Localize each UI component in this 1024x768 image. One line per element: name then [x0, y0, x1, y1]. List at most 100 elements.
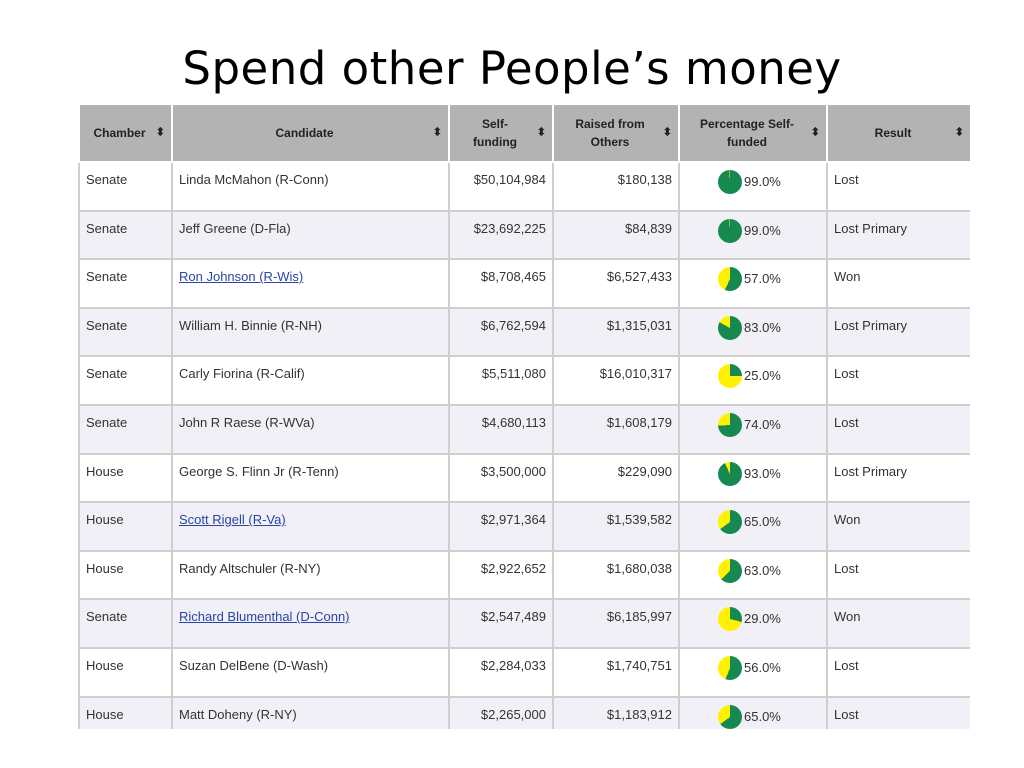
table-row: House Suzan DelBene (D-Wash) $2,284,033 $1,… [78, 646, 970, 698]
table-row: Senate Ron Johnson (R-Wis) $8,708,465 $6,52… [78, 258, 970, 309]
percentage-text: 83.0% [744, 319, 781, 335]
column-header-result[interactable]: Result ⬍ [826, 103, 970, 163]
percentage-display: 63.0% [718, 558, 820, 583]
candidate-cell: Matt Doheny (R-NY) [171, 695, 450, 729]
chamber-cell: Senate [78, 306, 173, 358]
percentage-text: 99.0% [744, 222, 781, 238]
result-cell: Lost [826, 695, 970, 729]
percentage-display: 56.0% [718, 655, 820, 680]
candidate-link[interactable]: Scott Rigell (R-Va) [179, 512, 286, 528]
percentage-cell: 57.0% [678, 258, 828, 309]
chamber-cell: Senate [78, 598, 173, 649]
sort-arrows-icon[interactable]: ⬍ [662, 126, 672, 139]
table-row: Senate Richard Blumenthal (D-Conn) $2,547,… [78, 598, 970, 649]
percentage-text: 57.0% [744, 271, 781, 287]
sort-arrows-icon[interactable]: ⬍ [810, 126, 820, 139]
result-cell: Lost Primary [826, 452, 970, 504]
self-funding-cell: $5,511,080 [448, 355, 554, 406]
column-header-chamber[interactable]: Chamber ⬍ [78, 103, 173, 163]
percentage-text: 93.0% [744, 465, 781, 481]
candidate-cell: Richard Blumenthal (D-Conn) [171, 598, 450, 649]
percentage-display: 74.0% [718, 412, 820, 437]
percentage-cell: 25.0% [678, 355, 828, 406]
chamber-cell: House [78, 501, 173, 552]
column-header-label: Self- funding [473, 117, 517, 149]
column-header-candidate[interactable]: Candidate ⬍ [171, 103, 450, 163]
percentage-display: 25.0% [718, 364, 820, 389]
sort-arrows-icon[interactable]: ⬍ [954, 126, 964, 139]
candidate-cell: Ron Johnson (R-Wis) [171, 258, 450, 309]
percentage-text: 74.0% [744, 416, 781, 432]
table-row: House Randy Altschuler (R-NY) $2,922,652 $1… [78, 549, 970, 601]
percentage-display: 83.0% [718, 315, 820, 340]
self-funding-cell: $2,922,652 [448, 549, 554, 601]
percentage-display: 65.0% [718, 510, 820, 535]
percentage-text: 65.0% [744, 708, 781, 724]
percentage-cell: 74.0% [678, 403, 828, 455]
candidate-link[interactable]: Ron Johnson (R-Wis) [179, 269, 304, 285]
pie-chart-icon [718, 364, 742, 389]
table-row: Senate Jeff Greene (D-Fla) $23,692,225 $84,… [78, 209, 970, 261]
candidate-cell: Randy Altschuler (R-NY) [171, 549, 450, 601]
self-funding-cell: $2,971,364 [448, 501, 554, 552]
column-header-raised[interactable]: Raised from Others ⬍ [552, 103, 680, 163]
raised-cell: $1,183,912 [552, 695, 680, 729]
column-header-self-funding[interactable]: Self- funding ⬍ [448, 103, 554, 163]
table-row: Senate William H. Binnie (R-NH) $6,762,594… [78, 306, 970, 358]
result-cell: Won [826, 598, 970, 649]
self-funding-cell: $6,762,594 [448, 306, 554, 358]
table-row: Senate Linda McMahon (R-Conn) $50,104,984 $… [78, 161, 970, 212]
percentage-text: 99.0% [744, 174, 781, 189]
pie-chart-icon [718, 704, 742, 729]
result-cell: Lost [826, 549, 970, 601]
candidate-link[interactable]: Richard Blumenthal (D-Conn) [179, 609, 350, 625]
self-funding-cell: $23,692,225 [448, 209, 554, 261]
percentage-cell: 93.0% [678, 452, 828, 504]
raised-cell: $1,539,582 [552, 501, 680, 552]
chamber-cell: Senate [78, 355, 173, 406]
candidate-cell: Jeff Greene (D-Fla) [171, 209, 450, 261]
column-header-pct[interactable]: Percentage Self- funded ⬍ [678, 103, 828, 163]
self-funding-cell: $3,500,000 [448, 452, 554, 504]
raised-cell: $16,010,317 [552, 355, 680, 406]
table-row: Senate Carly Fiorina (R-Calif) $5,511,080 $… [78, 355, 970, 406]
sort-arrows-icon[interactable]: ⬍ [536, 126, 546, 139]
result-cell: Lost [826, 161, 970, 212]
column-header-label: Candidate [275, 126, 334, 140]
chamber-cell: House [78, 695, 173, 729]
sort-arrows-icon[interactable]: ⬍ [155, 126, 165, 139]
table-row: Senate John R Raese (R-WVa) $4,680,113 $1,6… [78, 403, 970, 455]
raised-cell: $229,090 [552, 452, 680, 504]
self-funding-cell: $2,265,000 [448, 695, 554, 729]
raised-cell: $1,315,031 [552, 306, 680, 358]
table-row: House Scott Rigell (R-Va) $2,971,364 $1,539… [78, 501, 970, 552]
self-funding-cell: $4,680,113 [448, 403, 554, 455]
percentage-cell: 65.0% [678, 501, 828, 552]
sort-arrows-icon[interactable]: ⬍ [432, 126, 442, 139]
percentage-text: 63.0% [744, 562, 781, 578]
raised-cell: $1,740,751 [552, 646, 680, 698]
percentage-cell: 56.0% [678, 646, 828, 698]
pie-chart-icon [718, 607, 742, 632]
candidate-cell: William H. Binnie (R-NH) [171, 306, 450, 358]
result-cell: Lost [826, 355, 970, 406]
percentage-cell: 63.0% [678, 549, 828, 601]
self-funding-cell: $50,104,984 [448, 161, 554, 212]
percentage-text: 29.0% [744, 611, 781, 627]
result-cell: Lost [826, 403, 970, 455]
percentage-display: 99.0% [718, 218, 820, 243]
percentage-display: 65.0% [718, 704, 820, 729]
result-cell: Lost Primary [826, 306, 970, 358]
pie-chart-icon [718, 461, 742, 486]
percentage-display: 93.0% [718, 461, 820, 486]
pie-chart-icon [718, 170, 742, 194]
candidate-cell: Suzan DelBene (D-Wash) [171, 646, 450, 698]
percentage-cell: 83.0% [678, 306, 828, 358]
percentage-text: 65.0% [744, 514, 781, 530]
chamber-cell: House [78, 452, 173, 504]
table-body: Senate Linda McMahon (R-Conn) $50,104,984 $… [78, 161, 970, 729]
percentage-cell: 65.0% [678, 695, 828, 729]
pie-chart-icon [718, 510, 742, 535]
raised-cell: $1,680,038 [552, 549, 680, 601]
percentage-cell: 99.0% [678, 209, 828, 261]
